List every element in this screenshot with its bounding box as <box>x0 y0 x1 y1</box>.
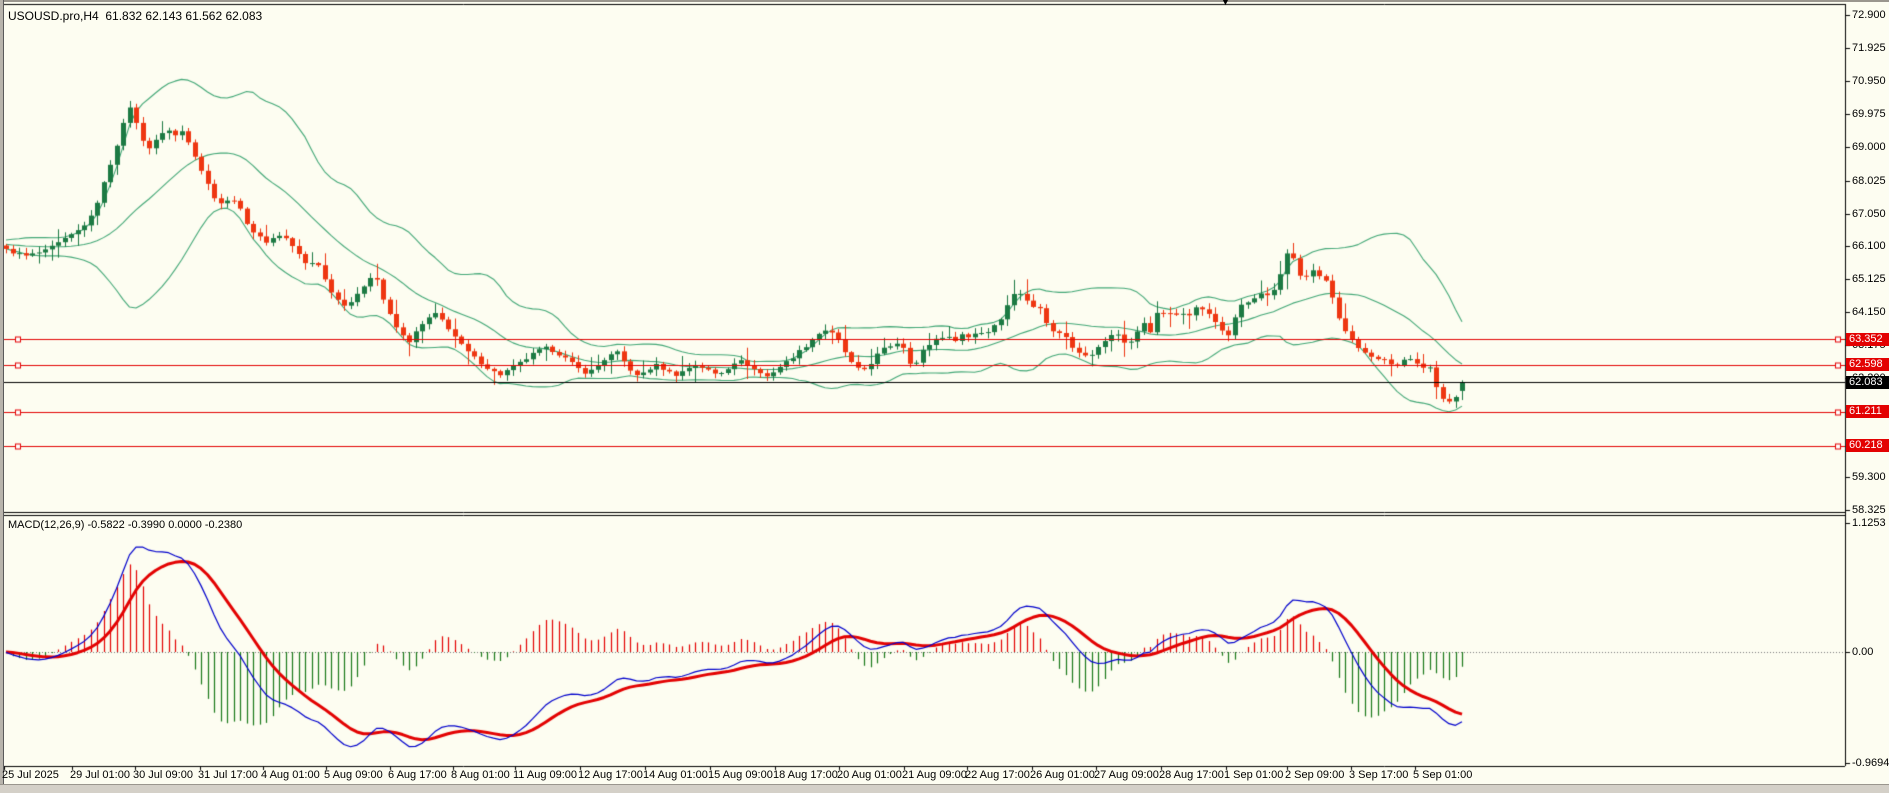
time-axis-label: 26 Aug 01:00 <box>1030 769 1095 781</box>
time-axis-label: 6 Aug 17:00 <box>388 769 447 781</box>
time-axis-label: 5 Aug 09:00 <box>324 769 383 781</box>
price-axis-label: 58.325 <box>1852 503 1886 516</box>
hline-price-badge: 62.598 <box>1846 358 1889 372</box>
price-axis-label: 66.100 <box>1852 239 1886 252</box>
current-price-badge: 62.083 <box>1846 375 1889 389</box>
price-axis-label: 72.900 <box>1852 9 1886 21</box>
time-axis-label: 14 Aug 01:00 <box>643 769 708 781</box>
chart-shift-marker-icon[interactable]: ▼ <box>1220 0 1231 8</box>
macd-axis-label: 1.1253 <box>1852 517 1886 529</box>
window-top-edge <box>0 0 1889 2</box>
price-axis-label: 68.025 <box>1852 174 1886 187</box>
time-axis-label: 3 Sep 17:00 <box>1349 769 1409 781</box>
hline-price-badge: 61.211 <box>1846 405 1889 419</box>
time-axis-label: 2 Sep 09:00 <box>1285 769 1345 781</box>
hline-price-badge: 60.218 <box>1846 439 1889 453</box>
time-axis-label: 4 Aug 01:00 <box>261 769 320 781</box>
time-axis-label: 29 Jul 01:00 <box>70 769 130 781</box>
price-axis-label: 71.925 <box>1852 42 1886 55</box>
window-left-edge <box>0 0 4 792</box>
price-axis-label: 59.300 <box>1852 470 1886 483</box>
time-axis-label: 18 Aug 17:00 <box>773 769 838 781</box>
macd-axis-label: 0.00 <box>1852 646 1874 658</box>
window-bottom-strip <box>0 784 1889 793</box>
time-axis-label: 15 Aug 09:00 <box>708 769 773 781</box>
time-axis-label: 20 Aug 01:00 <box>837 769 902 781</box>
price-axis-label: 64.150 <box>1852 306 1886 319</box>
price-axis-label: 70.950 <box>1852 75 1886 88</box>
time-axis-label: 30 Jul 09:00 <box>133 769 193 781</box>
time-axis-label: 28 Aug 17:00 <box>1159 769 1224 781</box>
symbol-ohlc-readout: USOUSD.pro,H4 61.832 62.143 61.562 62.08… <box>8 9 263 23</box>
time-axis-label: 25 Jul 2025 <box>2 769 59 781</box>
price-axis-label: 69.000 <box>1852 141 1886 154</box>
time-axis-label: 5 Sep 01:00 <box>1413 769 1473 781</box>
time-axis-label: 12 Aug 17:00 <box>578 769 643 781</box>
macd-axis-label: -0.9694 <box>1852 757 1889 770</box>
macd-indicator-readout: MACD(12,26,9) -0.5822 -0.3990 0.0000 -0.… <box>8 519 243 531</box>
time-axis-label: 27 Aug 09:00 <box>1094 769 1159 781</box>
price-axis-label: 65.125 <box>1852 273 1886 286</box>
price-axis-label: 67.050 <box>1852 207 1886 220</box>
time-axis-label: 22 Aug 17:00 <box>965 769 1030 781</box>
time-axis-label: 11 Aug 09:00 <box>513 769 578 781</box>
time-axis-label: 21 Aug 09:00 <box>902 769 967 781</box>
time-axis-label: 1 Sep 01:00 <box>1224 769 1284 781</box>
hline-price-badge: 63.352 <box>1846 332 1889 346</box>
time-axis-label: 31 Jul 17:00 <box>198 769 258 781</box>
price-axis-label: 69.975 <box>1852 108 1886 121</box>
time-axis-label: 8 Aug 01:00 <box>451 769 510 781</box>
